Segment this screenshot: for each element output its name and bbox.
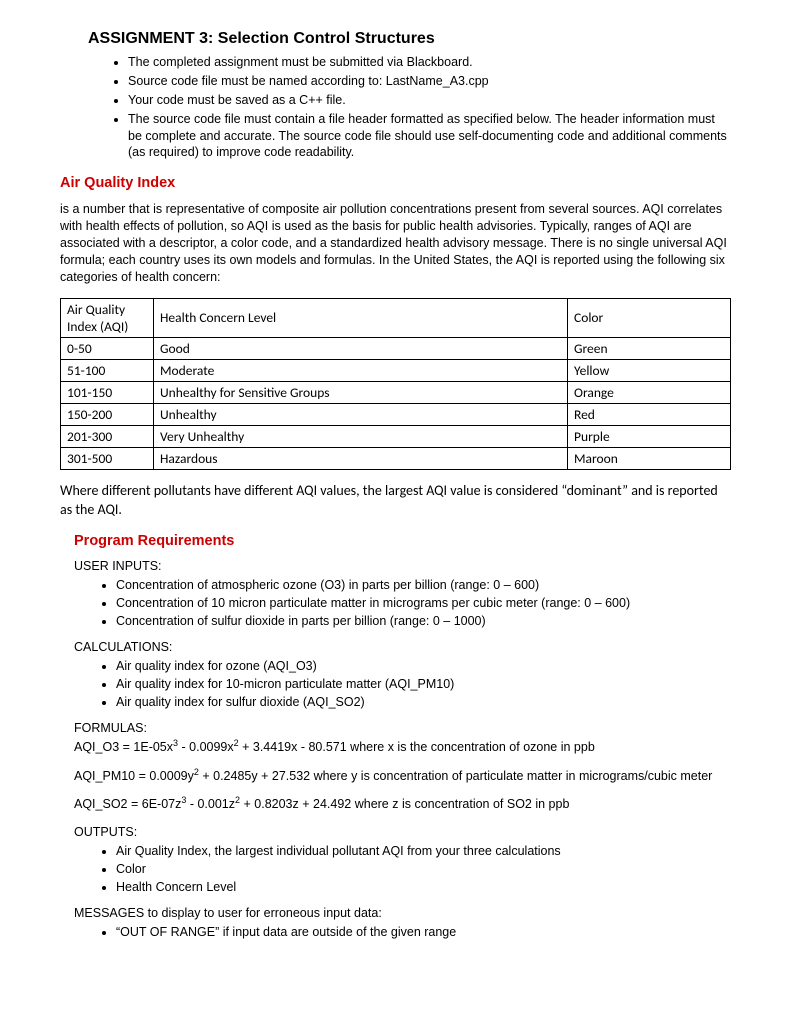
table-header-color: Color bbox=[568, 298, 731, 337]
formulas-label: FORMULAS: bbox=[74, 721, 731, 735]
list-item: Air quality index for ozone (AQI_O3) bbox=[116, 658, 731, 675]
table-row: 51-100 Moderate Yellow bbox=[61, 359, 731, 381]
list-item: Concentration of sulfur dioxide in parts… bbox=[116, 613, 731, 630]
dominant-note: Where different pollutants have differen… bbox=[60, 482, 731, 520]
list-item: Concentration of 10 micron particulate m… bbox=[116, 595, 731, 612]
user-inputs-list: Concentration of atmospheric ozone (O3) … bbox=[60, 577, 731, 630]
outputs-list: Air Quality Index, the largest individua… bbox=[60, 843, 731, 896]
table-row: 201-300 Very Unhealthy Purple bbox=[61, 425, 731, 447]
list-item: The source code file must contain a file… bbox=[128, 111, 731, 162]
formula-so2: AQI_SO2 = 6E-07z3 - 0.001z2 + 0.8203z + … bbox=[74, 796, 731, 813]
list-item: Air Quality Index, the largest individua… bbox=[116, 843, 731, 860]
table-header-row: Air Quality Index (AQI) Health Concern L… bbox=[61, 298, 731, 337]
page-title: ASSIGNMENT 3: Selection Control Structur… bbox=[88, 30, 731, 48]
formula-text: - 0.001z bbox=[186, 797, 235, 811]
cell-health: Unhealthy for Sensitive Groups bbox=[154, 381, 568, 403]
outputs-label: OUTPUTS: bbox=[74, 825, 731, 839]
intro-bullets: The completed assignment must be submitt… bbox=[60, 54, 731, 161]
cell-health: Very Unhealthy bbox=[154, 425, 568, 447]
table-row: 0-50 Good Green bbox=[61, 337, 731, 359]
calculations-list: Air quality index for ozone (AQI_O3) Air… bbox=[60, 658, 731, 711]
formula-text: AQI_SO2 = 6E-07z bbox=[74, 797, 181, 811]
list-item: Concentration of atmospheric ozone (O3) … bbox=[116, 577, 731, 594]
list-item: Source code file must be named according… bbox=[128, 73, 731, 90]
cell-color: Maroon bbox=[568, 447, 731, 469]
formula-text: + 0.2485y + 27.532 where y is concentrat… bbox=[199, 769, 712, 783]
aqi-table: Air Quality Index (AQI) Health Concern L… bbox=[60, 298, 731, 470]
list-item: Health Concern Level bbox=[116, 879, 731, 896]
cell-aqi: 51-100 bbox=[61, 359, 154, 381]
formula-text: AQI_PM10 = 0.0009y bbox=[74, 769, 194, 783]
requirements-heading: Program Requirements bbox=[74, 533, 731, 549]
messages-list: “OUT OF RANGE” if input data are outside… bbox=[60, 924, 731, 941]
list-item: Air quality index for sulfur dioxide (AQ… bbox=[116, 694, 731, 711]
aqi-heading: Air Quality Index bbox=[60, 175, 731, 191]
messages-label: MESSAGES to display to user for erroneou… bbox=[74, 906, 731, 920]
formula-pm10: AQI_PM10 = 0.0009y2 + 0.2485y + 27.532 w… bbox=[74, 768, 731, 785]
table-header-aqi: Air Quality Index (AQI) bbox=[61, 298, 154, 337]
formula-text: - 0.0099x bbox=[178, 740, 234, 754]
cell-aqi: 101-150 bbox=[61, 381, 154, 403]
list-item: Color bbox=[116, 861, 731, 878]
cell-aqi: 201-300 bbox=[61, 425, 154, 447]
aqi-paragraph: is a number that is representative of co… bbox=[60, 201, 731, 285]
user-inputs-label: USER INPUTS: bbox=[74, 559, 731, 573]
cell-aqi: 301-500 bbox=[61, 447, 154, 469]
table-row: 301-500 Hazardous Maroon bbox=[61, 447, 731, 469]
cell-color: Orange bbox=[568, 381, 731, 403]
list-item: “OUT OF RANGE” if input data are outside… bbox=[116, 924, 731, 941]
cell-color: Yellow bbox=[568, 359, 731, 381]
cell-aqi: 150-200 bbox=[61, 403, 154, 425]
table-row: 150-200 Unhealthy Red bbox=[61, 403, 731, 425]
cell-health: Moderate bbox=[154, 359, 568, 381]
cell-color: Green bbox=[568, 337, 731, 359]
formula-text: + 0.8203z + 24.492 where z is concentrat… bbox=[240, 797, 569, 811]
cell-health: Good bbox=[154, 337, 568, 359]
table-row: 101-150 Unhealthy for Sensitive Groups O… bbox=[61, 381, 731, 403]
list-item: The completed assignment must be submitt… bbox=[128, 54, 731, 71]
formula-o3: AQI_O3 = 1E-05x3 - 0.0099x2 + 3.4419x - … bbox=[74, 739, 731, 756]
list-item: Your code must be saved as a C++ file. bbox=[128, 92, 731, 109]
cell-color: Purple bbox=[568, 425, 731, 447]
cell-aqi: 0-50 bbox=[61, 337, 154, 359]
table-header-health: Health Concern Level bbox=[154, 298, 568, 337]
cell-health: Hazardous bbox=[154, 447, 568, 469]
cell-health: Unhealthy bbox=[154, 403, 568, 425]
formula-text: AQI_O3 = 1E-05x bbox=[74, 740, 173, 754]
list-item: Air quality index for 10-micron particul… bbox=[116, 676, 731, 693]
formula-text: + 3.4419x - 80.571 where x is the concen… bbox=[239, 740, 595, 754]
calculations-label: CALCULATIONS: bbox=[74, 640, 731, 654]
cell-color: Red bbox=[568, 403, 731, 425]
